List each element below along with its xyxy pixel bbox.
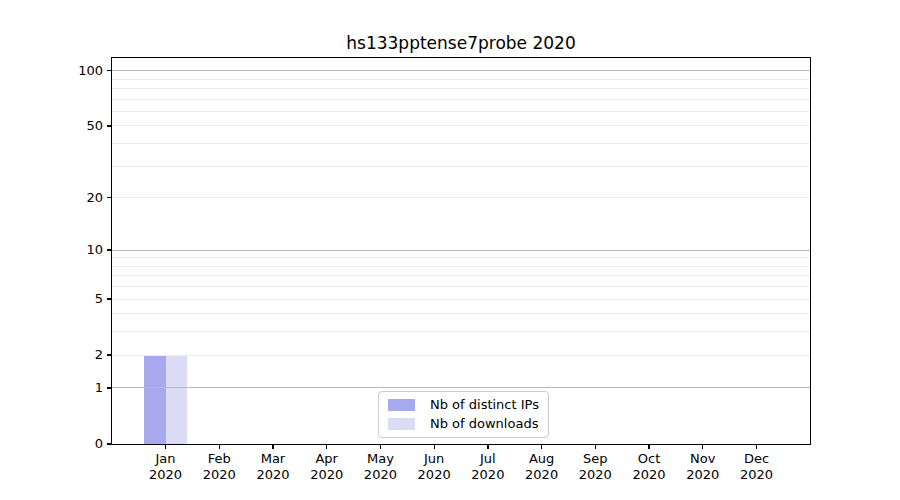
x-tick-label-line: Dec [722,451,792,467]
y-tick-label-0: 0 [95,436,103,452]
y-tick-label-2: 2 [95,347,103,363]
figure: hs133pptense7probe 2020 Nb of distinct I… [0,0,900,500]
x-tick-month7 [487,444,488,449]
x-tick-month9 [595,444,596,449]
gridline-minor-y6 [112,286,810,287]
chart-title: hs133pptense7probe 2020 [112,33,810,53]
y-tick-label-5: 5 [95,291,103,307]
y-tick-50 [107,125,112,126]
legend: Nb of distinct IPs Nb of downloads [378,391,549,438]
gridline-minor-y8 [112,266,810,267]
gridline-minor-y4 [112,313,810,314]
plot-area: Nb of distinct IPsNb of downloads 012510… [112,58,810,444]
legend-swatch-icon [388,418,415,430]
gridline-minor-y7 [112,275,810,276]
x-tick-month11 [702,444,703,449]
x-tick-month8 [541,444,542,449]
y-tick-label-50: 50 [86,118,103,134]
y-tick-10 [107,249,112,250]
legend-item-label: Nb of downloads [430,417,538,431]
gridline-minor-y9 [112,257,810,258]
gridline-minor-y80 [112,88,810,89]
x-tick-label-line: 2020 [722,467,792,483]
y-tick-1 [107,387,112,388]
gridline-major-y100 [112,70,810,71]
gridline-minor-y30 [112,166,810,167]
gridline-minor-y50 [112,125,810,126]
x-tick-month2 [219,444,220,449]
gridline-minor-y3 [112,331,810,332]
legend-swatch-icon [388,399,415,411]
y-tick-0 [107,443,112,444]
y-tick-20 [107,197,112,198]
gridline-minor-y70 [112,99,810,100]
gridline-minor-y90 [112,79,810,80]
x-tick-month12 [756,444,757,449]
legend-item: Nb of downloads [388,417,539,431]
x-tick-month5 [380,444,381,449]
y-tick-label-1: 1 [95,380,103,396]
gridline-minor-y20 [112,197,810,198]
gridline-minor-y2 [112,355,810,356]
x-tick-month6 [434,444,435,449]
x-tick-month1 [165,444,166,449]
gridline-minor-y5 [112,299,810,300]
gridline-minor-y40 [112,143,810,144]
y-tick-label-10: 10 [86,242,103,258]
gridline-major-y10 [112,250,810,251]
gridline-minor-y60 [112,111,810,112]
y-tick-5 [107,298,112,299]
y-tick-2 [107,354,112,355]
x-tick-month3 [272,444,273,449]
bar-series1-month1 [166,355,188,444]
legend-item-label: Nb of distinct IPs [430,398,539,412]
x-tick-label-month12: Dec2020 [722,451,792,482]
bar-series0-month1 [144,355,166,444]
y-tick-label-100: 100 [78,63,103,79]
legend-item: Nb of distinct IPs [388,398,539,412]
y-tick-100 [107,70,112,71]
y-tick-label-20: 20 [86,190,103,206]
x-tick-month10 [648,444,649,449]
gridline-major-y1 [112,387,810,388]
x-tick-month4 [326,444,327,449]
